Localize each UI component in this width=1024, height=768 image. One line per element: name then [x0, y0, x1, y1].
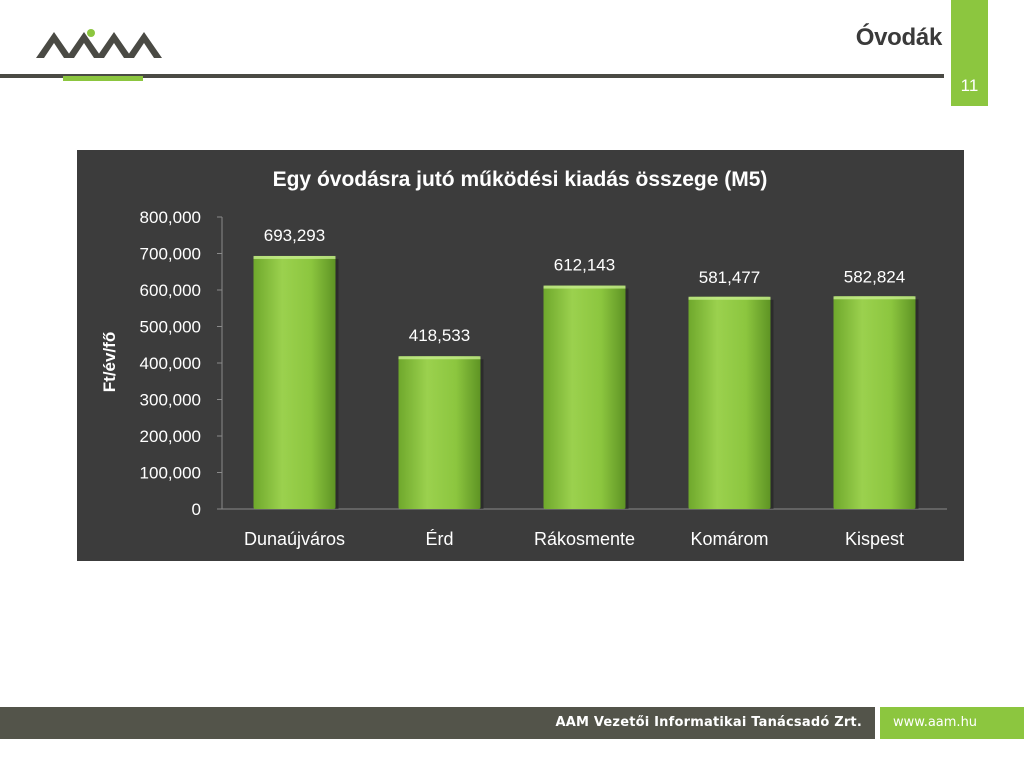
category-label: Érd — [425, 529, 453, 549]
bar-highlight — [833, 296, 916, 300]
page-number: 11 — [960, 76, 979, 95]
y-tick-label: 200,000 — [140, 427, 201, 446]
chart-panel: Egy óvodásra jutó működési kiadás összeg… — [77, 150, 964, 561]
bar-highlight — [253, 255, 336, 259]
data-labels: 693,293 418,533 612,143 581,477 582,824 — [264, 226, 905, 345]
data-label: 581,477 — [699, 268, 760, 287]
y-tick-label: 500,000 — [140, 318, 201, 337]
category-label: Kispest — [845, 529, 904, 549]
bar — [833, 296, 916, 509]
bar — [688, 296, 771, 509]
chart-title: Egy óvodásra jutó működési kiadás összeg… — [273, 168, 768, 191]
header-divider — [0, 74, 944, 78]
bar-highlight — [688, 296, 771, 300]
bar — [253, 255, 336, 509]
bar-chart: Egy óvodásra jutó működési kiadás összeg… — [100, 168, 947, 549]
y-tick-label: 600,000 — [140, 281, 201, 300]
category-label: Komárom — [690, 529, 768, 549]
y-tick-label: 800,000 — [140, 208, 201, 227]
data-label: 582,824 — [844, 267, 905, 286]
y-axis-ticks: 0 100,000 200,000 300,000 400,000 500,000 600,… — [140, 208, 222, 519]
y-tick-label: 700,000 — [140, 245, 201, 264]
y-tick-label: 100,000 — [140, 464, 201, 483]
y-tick-label: 0 — [192, 500, 201, 519]
footer-website-box — [880, 707, 1024, 739]
footer-company: AAM Vezetői Informatikai Tanácsadó Zrt. — [555, 715, 862, 730]
x-axis-categories: Dunaújváros Érd Rákosmente Komárom Kispest — [244, 529, 904, 549]
data-label: 612,143 — [554, 256, 615, 275]
bar — [543, 285, 626, 509]
bar-series — [253, 255, 919, 509]
bar-highlight — [543, 285, 626, 289]
slide-title: Óvodák — [855, 24, 943, 51]
y-axis-label: Ft/év/fő — [100, 332, 119, 392]
footer-website-link[interactable]: www.aam.hu — [893, 715, 978, 730]
y-tick-label: 400,000 — [140, 354, 201, 373]
category-label: Dunaújváros — [244, 529, 345, 549]
data-label: 693,293 — [264, 226, 325, 245]
footer-bar — [0, 707, 875, 739]
logo-accent-bar — [63, 76, 143, 81]
bar — [398, 356, 481, 509]
y-tick-label: 300,000 — [140, 391, 201, 410]
aam-logo — [36, 29, 162, 58]
bar-highlight — [398, 356, 481, 360]
data-label: 418,533 — [409, 326, 470, 345]
page-number-tab — [951, 0, 988, 106]
category-label: Rákosmente — [534, 529, 635, 549]
